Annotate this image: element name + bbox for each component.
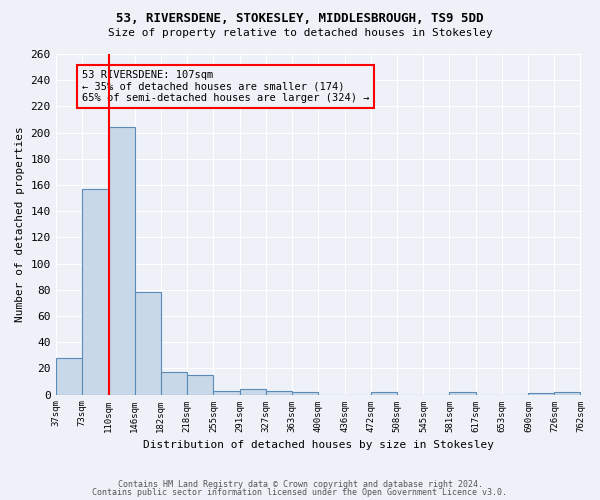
Text: Contains public sector information licensed under the Open Government Licence v3: Contains public sector information licen… (92, 488, 508, 497)
Text: Contains HM Land Registry data © Crown copyright and database right 2024.: Contains HM Land Registry data © Crown c… (118, 480, 482, 489)
Bar (187, 375, 214, 394)
X-axis label: Distribution of detached houses by size in Stokesley: Distribution of detached houses by size … (143, 440, 494, 450)
Bar (449, 392, 476, 394)
Bar (554, 392, 580, 394)
Bar (266, 390, 292, 394)
Text: 53, RIVERSDENE, STOKESLEY, MIDDLESBROUGH, TS9 5DD: 53, RIVERSDENE, STOKESLEY, MIDDLESBROUGH… (116, 12, 484, 26)
Y-axis label: Number of detached properties: Number of detached properties (15, 126, 25, 322)
Text: 53 RIVERSDENE: 107sqm
← 35% of detached houses are smaller (174)
65% of semi-det: 53 RIVERSDENE: 107sqm ← 35% of detached … (82, 70, 369, 103)
Bar (109, 128, 134, 394)
Bar (239, 390, 266, 394)
Bar (292, 392, 319, 394)
Text: Size of property relative to detached houses in Stokesley: Size of property relative to detached ho… (107, 28, 493, 38)
Bar (56, 358, 82, 395)
Bar (529, 393, 554, 394)
Bar (134, 292, 161, 394)
Bar (161, 372, 187, 394)
Bar (371, 392, 397, 394)
Bar (214, 390, 239, 394)
Bar (82, 189, 109, 394)
